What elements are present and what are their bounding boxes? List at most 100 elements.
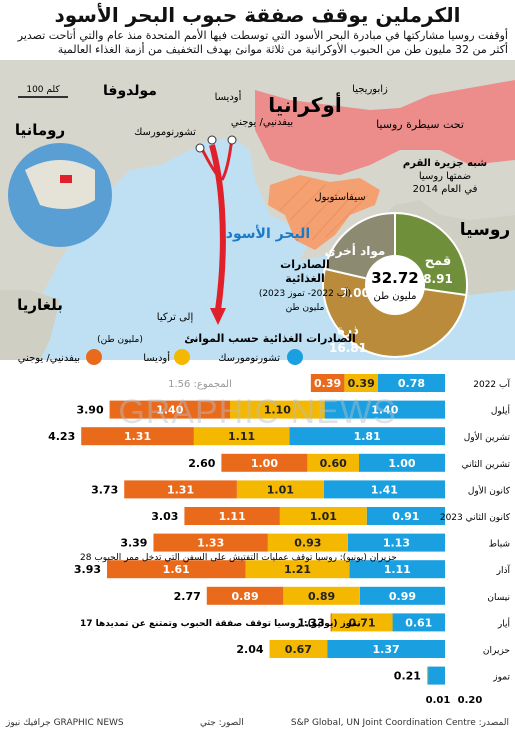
legend-swatch-pivdennyi — [86, 349, 102, 365]
exports-label-1: الصادرات — [280, 258, 330, 271]
pie-center — [365, 255, 425, 315]
bar-4-1 — [236, 480, 324, 499]
label-crimea-3: في العام 2014 — [413, 184, 478, 195]
bar-total-10: 2.04 — [236, 643, 263, 656]
bar-total-3: 2.60 — [188, 457, 215, 470]
bar-6-2 — [153, 533, 268, 552]
bar-label-9-1: 0.71 — [348, 616, 375, 629]
bar-label-7-0: 1.11 — [384, 563, 411, 576]
label-zaporizhzhia: زابوريجيا — [352, 84, 388, 95]
annotation-july: 17 تموز (يوليو): روسيا توقف صفقة الحبوب … — [80, 619, 361, 629]
port-pivdennyi-dot — [227, 135, 237, 145]
bar-3-2 — [221, 453, 308, 472]
category-label-3: تشرين الثاني — [462, 460, 511, 470]
bar-label-3-1: 0.60 — [320, 457, 347, 470]
category-label-9: أيار — [497, 617, 510, 629]
bar-7-2 — [107, 560, 246, 579]
page-title: الكرملين يوقف صفقة حبوب البحر الأسود — [54, 3, 461, 27]
globe-land — [25, 160, 95, 209]
category-label-7: آذار — [496, 564, 511, 576]
bar-label-4-1: 1.01 — [267, 483, 294, 496]
pie-corn-name: ذرة — [337, 323, 359, 338]
bar-label-8-0: 0.99 — [389, 590, 416, 603]
category-label-11: تموز — [492, 673, 510, 683]
bar-label-5-1: 1.01 — [310, 510, 337, 523]
label-occupied: تحت سيطرة روسيا — [376, 118, 464, 131]
bar-4-2 — [124, 480, 237, 499]
bar-label-10-1: 0.67 — [285, 643, 312, 656]
bar-label-0-0: 0.78 — [398, 377, 425, 390]
bar-0-0 — [377, 374, 445, 392]
category-label-1: أيلول — [491, 405, 510, 417]
footer: جرافيك نيوز GRAPHIC NEWS الصور: جتي المص… — [0, 714, 515, 734]
label-sevastopol: سيفاستوبول — [314, 192, 365, 203]
legend-swatch-chornomorsk — [287, 349, 303, 365]
annotation-june: 28 حزيران (يونيو): روسيا توقف عمليات الت… — [80, 553, 397, 563]
label-to-turkey: إلى تركيا — [157, 312, 194, 323]
small-label-020: 0.20 — [458, 695, 483, 706]
bar-8-2 — [206, 586, 284, 605]
bar-5-1 — [279, 507, 367, 525]
bar-label-0-1: 0.39 — [348, 377, 375, 390]
label-moldova: مولدوفا — [103, 83, 157, 99]
export-route — [209, 144, 226, 311]
subtitle: أوقفت روسيا مشاركتها في مبادرة البحر الأ… — [8, 29, 508, 57]
bar-label-6-0: 1.13 — [383, 537, 410, 550]
exports-label-3: (آب 2022- تموز 2023) — [259, 287, 351, 299]
bar-label-2-0: 1.81 — [354, 430, 381, 443]
footer-source: المصدر: S&P Global, UN Joint Coordinatio… — [290, 718, 509, 728]
bar-total-1: 3.90 — [76, 404, 103, 417]
label-odesa: أوديسا — [215, 90, 242, 103]
label-scale: 100 كلم — [26, 85, 60, 95]
bar-2-0 — [289, 427, 445, 446]
chart-unit: (مليون طن) — [97, 335, 143, 345]
bar-label-2-2: 1.31 — [124, 430, 151, 443]
bar-5-0 — [366, 507, 445, 525]
bar-total-11: 0.21 — [394, 670, 421, 683]
legend-chornomorsk: تشورنومورسك — [218, 353, 280, 364]
bar-10-0 — [327, 640, 445, 658]
category-label-6: شباط — [489, 540, 510, 550]
bar-total-5: 3.03 — [151, 510, 178, 523]
bar-9-2 — [330, 613, 332, 632]
small-label-001: 0.01 — [426, 695, 451, 706]
bar-label-6-2: 1.33 — [197, 537, 224, 550]
label-crimea-1: شبه جزيرة القرم — [403, 158, 487, 169]
bar-label-6-1: 0.93 — [294, 537, 321, 550]
bar-6-0 — [347, 533, 445, 552]
bar-1-2 — [109, 400, 230, 419]
pie-corn-value: 16.81 — [329, 341, 367, 355]
bulgaria-land — [0, 290, 60, 360]
globe-marker — [60, 175, 72, 183]
label-russia: روسيا — [460, 220, 510, 240]
bar-label-1-0: 1.40 — [371, 404, 398, 417]
bar-label-9-0: 0.61 — [405, 616, 432, 629]
bar-10-1 — [269, 640, 328, 658]
category-label-0: آب 2022 — [473, 378, 510, 390]
bar-label-8-2: 0.89 — [231, 590, 258, 603]
bar-label-5-0: 0.91 — [392, 510, 419, 523]
bar-total-2: 4.23 — [48, 430, 75, 443]
bar-11-0 — [427, 666, 445, 685]
label-chornomorsk: تشورنومورسك — [134, 127, 196, 138]
bar-label-3-0: 1.00 — [388, 457, 415, 470]
bar-0-1 — [344, 374, 378, 392]
bar-label-10-0: 1.37 — [373, 643, 400, 656]
chart-bars: 0.78 0.39 0.39 آب 2022 1.40 1.10 1.40 3.90 أيلول… — [48, 374, 511, 685]
bar-9-0 — [392, 613, 445, 632]
bar-label-7-1: 1.21 — [284, 563, 311, 576]
category-label-2: تشرين الأول — [464, 431, 511, 443]
pie-other-value: 7.00 — [340, 286, 370, 300]
label-pivdennyi: بيفدنيي/ يوجني — [231, 117, 293, 128]
bar-9-1 — [331, 613, 393, 632]
bar-label-7-2: 1.61 — [163, 563, 190, 576]
bar-1-1 — [230, 400, 325, 419]
route-arrow — [210, 308, 226, 325]
bar-total-4: 3.73 — [91, 483, 118, 496]
bar-label-8-1: 0.89 — [308, 590, 335, 603]
map: 32.72 مليون طن قمح 8.91 ذرة 16.81 مواد أ… — [0, 60, 515, 360]
legend-odesa: أوديسا — [143, 351, 170, 364]
label-bulgaria: بلغاريا — [17, 296, 63, 314]
port-chornomorsk-dot — [195, 143, 205, 153]
bar-label-1-1: 1.10 — [264, 404, 291, 417]
